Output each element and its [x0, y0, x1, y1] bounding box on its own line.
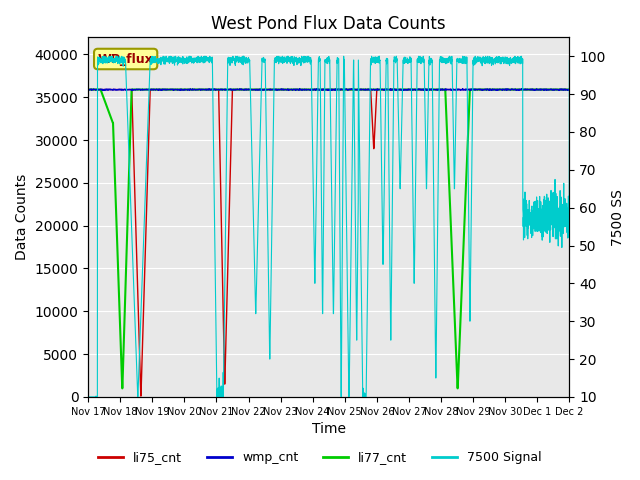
Title: West Pond Flux Data Counts: West Pond Flux Data Counts	[211, 15, 446, 33]
Y-axis label: 7500 SS: 7500 SS	[611, 189, 625, 246]
Legend: li75_cnt, wmp_cnt, li77_cnt, 7500 Signal: li75_cnt, wmp_cnt, li77_cnt, 7500 Signal	[93, 446, 547, 469]
Text: WP_flux: WP_flux	[98, 52, 154, 65]
Y-axis label: Data Counts: Data Counts	[15, 174, 29, 260]
X-axis label: Time: Time	[312, 422, 346, 436]
